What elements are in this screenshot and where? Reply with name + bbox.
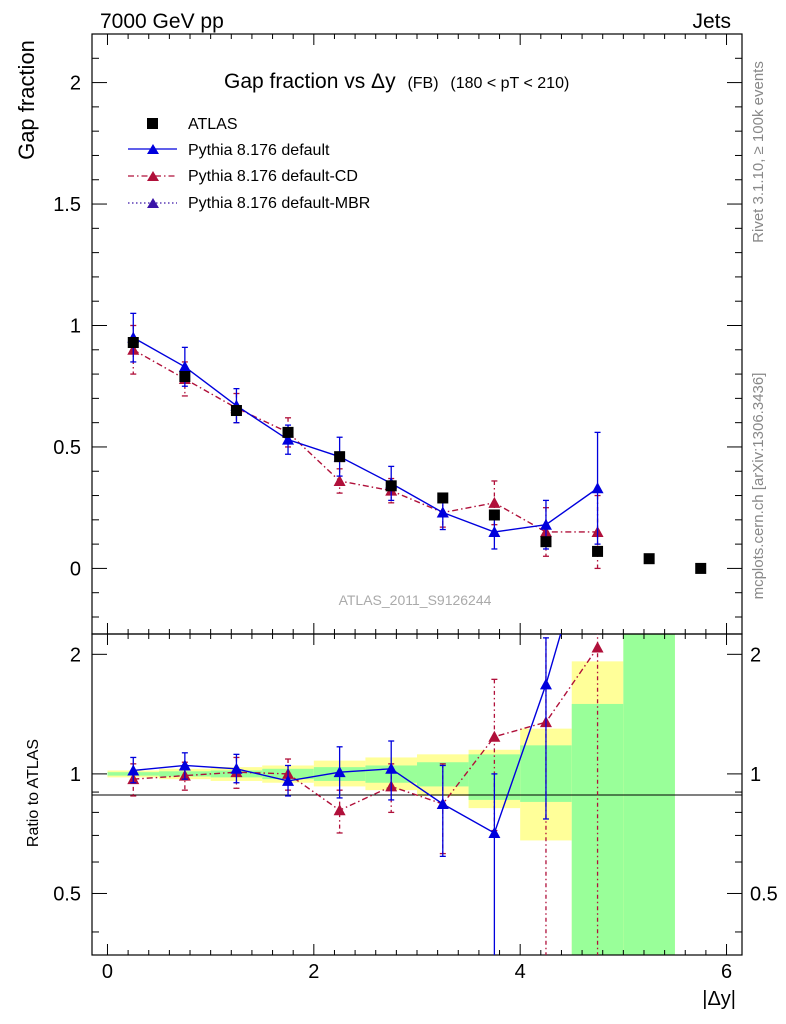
energy-label: 7000 GeV pp <box>100 10 224 33</box>
legend-label-atlas: ATLAS <box>188 116 238 133</box>
legend-label-cd: Pythia 8.176 default-CD <box>188 168 358 185</box>
chart-title-main: Gap fraction vs Δy <box>224 70 396 93</box>
bottom-y-tick-label-right: 1 <box>750 764 761 786</box>
top-y-tick-label: 0.5 <box>53 437 81 459</box>
top-panel-data <box>127 312 707 574</box>
process-label: Jets <box>692 10 731 33</box>
atlas-point <box>385 480 397 492</box>
x-tick-label: 2 <box>308 961 319 983</box>
green-band-bin <box>623 634 675 955</box>
atlas-point <box>695 562 707 574</box>
source-label: mcplots.cern.ch [arXiv:1306.3436] <box>750 373 767 600</box>
default-line-ratio <box>133 634 562 834</box>
x-axis-label: |Δy| <box>702 988 736 1010</box>
legend-label-default: Pythia 8.176 default <box>188 142 330 159</box>
bottom-y-tick-label-left: 0.5 <box>53 883 81 905</box>
default-point-ratio <box>127 764 140 776</box>
default-point-ratio <box>385 762 398 774</box>
default-line-top <box>132 337 598 533</box>
x-tick-label: 4 <box>515 961 526 983</box>
default-point-top <box>539 518 552 530</box>
bottom-y-tick-label-right: 0.5 <box>750 883 778 905</box>
rivet-version-label: Rivet 3.1.10, ≥ 100k events <box>750 61 767 243</box>
atlas-point <box>230 405 242 417</box>
legend-marker-default <box>147 144 159 154</box>
default-point-top <box>436 506 449 518</box>
cd-point-top <box>333 474 346 486</box>
cd-point-ratio <box>488 730 501 742</box>
atlas-point <box>334 451 346 463</box>
default-point-top <box>178 360 191 372</box>
top-y-axis-label: Gap fraction <box>14 40 39 160</box>
atlas-point <box>127 337 139 349</box>
default-point-ratio <box>178 759 191 771</box>
legend-marker-cd <box>147 171 159 181</box>
legend: ATLAS Pythia 8.176 default Pythia 8.176 … <box>128 116 370 212</box>
default-point-top <box>591 482 604 494</box>
axis-ticks <box>92 34 742 955</box>
chart-title: Gap fraction vs Δy (FB) (180 < pT < 210) <box>224 70 569 93</box>
default-point-top <box>282 433 295 445</box>
legend-label-mbr: Pythia 8.176 default-MBR <box>188 195 370 212</box>
bottom-panel-data <box>127 634 604 955</box>
top-y-tick-label: 2 <box>70 73 81 95</box>
cd-point-ratio <box>591 641 604 653</box>
bottom-y-tick-label-right: 2 <box>750 644 761 666</box>
bottom-y-tick-label-left: 2 <box>70 644 81 666</box>
chart-title-suffix: (FB) <box>407 75 438 92</box>
tick-labels: 0 0.5 1 1.5 2 0.5 0.5 1 1 2 2 0 2 4 6 <box>53 73 778 983</box>
atlas-point <box>179 371 191 383</box>
default-point-ratio <box>539 678 552 690</box>
default-point-ratio <box>436 797 449 809</box>
x-tick-label: 0 <box>102 961 113 983</box>
chart-title-cut: (180 < pT < 210) <box>450 75 569 92</box>
default-point-ratio <box>333 766 346 778</box>
bottom-y-tick-label-left: 1 <box>70 764 81 786</box>
atlas-point <box>437 492 449 504</box>
legend-marker-atlas <box>147 118 158 129</box>
cd-point-top <box>488 496 501 508</box>
atlas-point <box>643 553 655 565</box>
default-point-ratio <box>488 826 501 838</box>
top-y-tick-label: 1 <box>70 315 81 337</box>
top-y-tick-label: 1.5 <box>53 194 81 216</box>
legend-marker-mbr <box>147 198 159 208</box>
analysis-watermark: ATLAS_2011_S9126244 <box>339 592 492 608</box>
default-point-ratio <box>230 762 243 774</box>
bottom-y-axis-label: Ratio to ATLAS <box>25 739 42 847</box>
x-tick-label: 6 <box>721 961 732 983</box>
atlas-point <box>488 509 500 521</box>
cd-point-ratio <box>333 804 346 816</box>
default-point-top <box>488 525 501 537</box>
atlas-point <box>540 536 552 548</box>
atlas-point <box>282 426 294 438</box>
default-point-ratio <box>282 774 295 786</box>
top-y-tick-label: 0 <box>70 558 81 580</box>
cd-line-top <box>132 349 598 533</box>
atlas-point <box>592 545 604 557</box>
cd-line-ratio <box>133 647 599 812</box>
